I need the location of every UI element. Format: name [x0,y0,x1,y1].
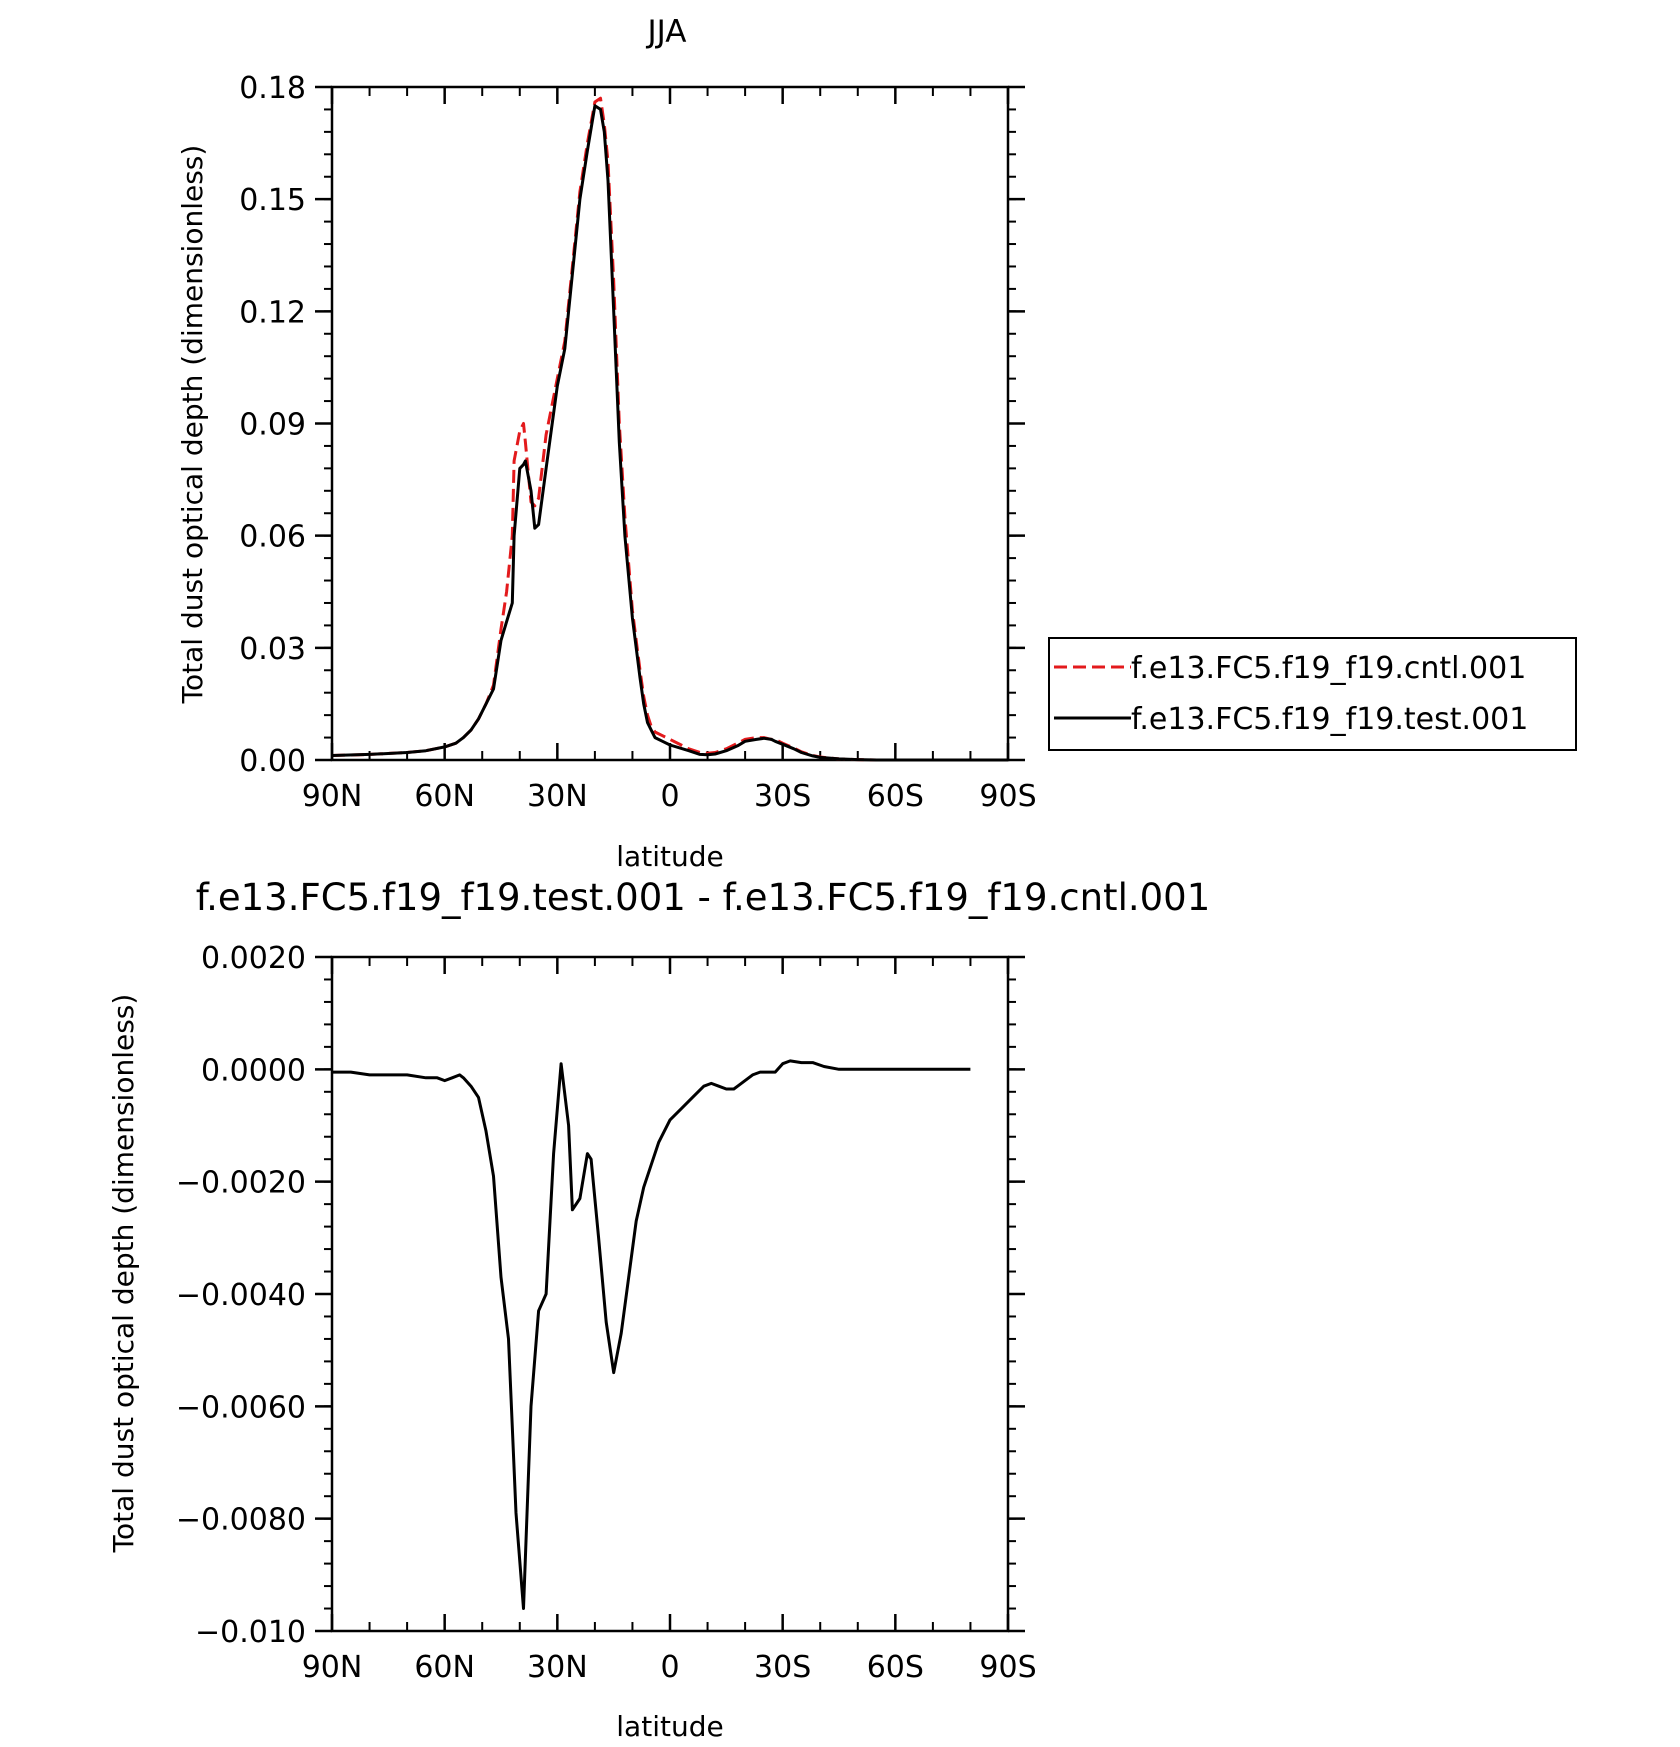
legend-label-cntl: f.e13.FC5.f19_f19.cntl.001 [1131,651,1526,686]
y-tick-label: 0.03 [239,632,306,667]
x-tick-label: 30N [527,1650,588,1685]
top-chart-series [331,96,1008,762]
y-tick-label: −0.0020 [176,1166,306,1201]
x-tick-label: 30S [754,779,811,814]
y-tick-label: 0.15 [239,183,306,218]
bottom-chart-ticks [315,955,1025,1633]
bottom-chart-x-tick-labels: 90N 60N 30N 0 30S 60S 90S [302,1650,1037,1685]
x-tick-label: 30S [754,1650,811,1685]
top-chart-ticks [315,85,1025,762]
y-tick-label: −0.0040 [176,1278,306,1313]
y-tick-label: 0.00 [239,744,306,779]
bottom-chart-frame [330,955,1010,1633]
top-chart: JJA 0.00 0.03 0.06 0.09 0.12 0.15 0.18 90N 60N 3… [176,14,1577,873]
bottom-chart-xlabel: latitude [616,1710,723,1743]
series-line-0 [332,1059,971,1610]
bottom-chart-y-tick-labels: −0.010 −0.0080 −0.0060 −0.0040 −0.0020 0.0000… [176,941,306,1650]
series-line-cntl [331,96,1008,762]
bottom-chart-series [332,1059,971,1610]
top-chart-title: JJA [646,14,687,50]
y-tick-label: 0.09 [239,408,306,443]
top-chart-frame [330,85,1010,762]
bottom-chart-ylabel: Total dust optical depth (dimensionless) [107,994,140,1554]
top-chart-ylabel: Total dust optical depth (dimensionless) [176,145,209,705]
x-tick-label: 60S [867,779,924,814]
y-tick-label: 0.06 [239,520,306,555]
x-tick-label: 90S [979,1650,1036,1685]
bottom-chart-title: f.e13.FC5.f19_f19.test.001 - f.e13.FC5.f… [196,876,1210,919]
y-tick-label: −0.0080 [176,1503,306,1538]
top-chart-xlabel: latitude [616,840,723,873]
y-tick-label: 0.0020 [201,941,306,976]
bottom-chart: f.e13.FC5.f19_f19.test.001 - f.e13.FC5.f… [107,876,1210,1743]
legend-label-test: f.e13.FC5.f19_f19.test.001 [1131,702,1528,737]
top-chart-y-tick-labels: 0.00 0.03 0.06 0.09 0.12 0.15 0.18 [239,71,306,779]
y-tick-label: 0.12 [239,295,306,330]
series-line-test [331,104,1008,762]
x-tick-label: 30N [527,779,588,814]
top-chart-x-tick-labels: 90N 60N 30N 0 30S 60S 90S [302,779,1037,814]
x-tick-label: 0 [660,1650,679,1685]
legend: f.e13.FC5.f19_f19.cntl.001 f.e13.FC5.f19… [1048,637,1577,751]
y-tick-label: 0.0000 [201,1053,306,1088]
y-tick-label: 0.18 [239,71,306,106]
x-tick-label: 0 [660,779,679,814]
x-tick-label: 90N [302,779,363,814]
legend-frame [1048,637,1577,751]
x-tick-label: 60S [867,1650,924,1685]
x-tick-label: 60N [414,779,475,814]
x-tick-label: 90N [302,1650,363,1685]
y-tick-label: −0.010 [195,1615,306,1650]
x-tick-label: 60N [414,1650,475,1685]
y-tick-label: −0.0060 [176,1390,306,1425]
x-tick-label: 90S [979,779,1036,814]
